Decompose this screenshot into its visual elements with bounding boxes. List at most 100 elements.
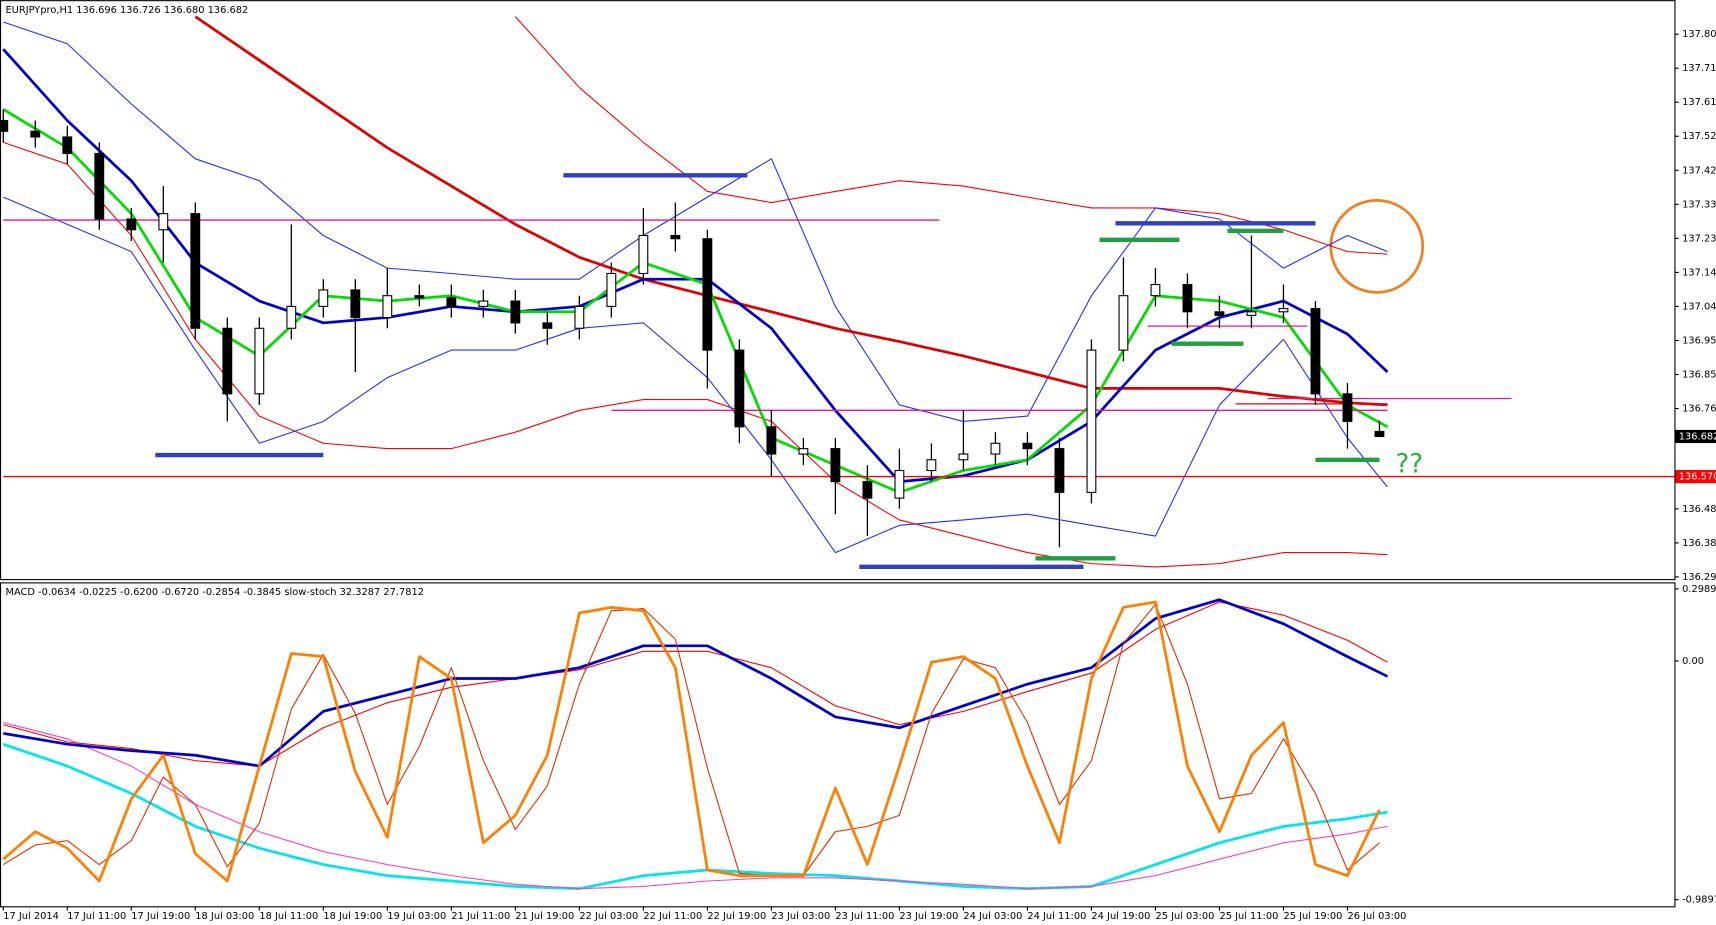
price-label: 136.570 (1679, 472, 1716, 483)
x-tick-label: 24 Jul 11:00 (1027, 911, 1086, 922)
x-tick-label: 25 Jul 11:00 (1219, 911, 1278, 922)
y-tick-label: 136.950 (1682, 335, 1716, 346)
x-tick-label: 17 Jul 11:00 (67, 911, 126, 922)
candle-body (798, 448, 809, 455)
x-tick-label: 19 Jul 03:00 (387, 911, 446, 922)
candle-body (1054, 448, 1065, 493)
x-tick-label: 25 Jul 03:00 (1155, 911, 1214, 922)
candle-body (1086, 349, 1097, 493)
candle-body (286, 305, 297, 329)
candle-body (990, 442, 1001, 455)
candle-body (926, 459, 937, 472)
x-tick-label: 25 Jul 19:00 (1283, 911, 1342, 922)
x-tick-label: 18 Jul 19:00 (323, 911, 382, 922)
price-legend: EURJPYpro,H1 136.696 136.726 136.680 136… (5, 5, 248, 16)
indicator-line (3, 141, 1388, 568)
candle-body (414, 295, 425, 299)
candle-body (0, 119, 9, 132)
indicator-line (3, 601, 1388, 767)
x-tick-label: 18 Jul 03:00 (195, 911, 254, 922)
y-tick-label: 0.2989 (1682, 584, 1716, 595)
y-tick-label: 136.385 (1682, 538, 1716, 549)
indicator-line (194, 15, 1388, 407)
y-tick-label: 0.00 (1682, 656, 1704, 667)
candle-body (638, 234, 649, 275)
indicator-line (3, 21, 1388, 423)
candle-body (830, 448, 841, 483)
x-tick-label: 17 Jul 19:00 (131, 911, 190, 922)
candle-body (1278, 308, 1289, 313)
x-tick-label: 18 Jul 11:00 (259, 911, 318, 922)
candle-body (1214, 311, 1225, 316)
candle-body (318, 289, 329, 307)
x-tick-label: 23 Jul 11:00 (835, 911, 894, 922)
candle-body (1150, 284, 1161, 297)
x-tick-label: 21 Jul 11:00 (451, 911, 510, 922)
y-tick-label: 136.855 (1682, 369, 1716, 380)
y-tick-label: 136.290 (1682, 572, 1716, 583)
y-tick-label: 137.805 (1682, 29, 1716, 40)
candle-body (382, 295, 393, 319)
annotation: ?? (1395, 450, 1423, 480)
y-tick-label: 137.045 (1682, 301, 1716, 312)
candle-body (350, 289, 361, 319)
x-tick-label: 22 Jul 11:00 (643, 911, 702, 922)
candle-body (510, 300, 521, 324)
price-label: 136.682 (1679, 431, 1716, 442)
y-tick-label: 137.330 (1682, 199, 1716, 210)
x-tick-label: 23 Jul 03:00 (771, 911, 830, 922)
candle-body (734, 349, 745, 428)
y-tick-label: 137.235 (1682, 233, 1716, 244)
candle-body (190, 213, 201, 329)
indicator-line (3, 721, 1388, 890)
x-tick-label: 23 Jul 19:00 (899, 911, 958, 922)
candle-body (30, 130, 41, 138)
x-tick-label: 26 Jul 03:00 (1347, 911, 1406, 922)
y-tick-label: 137.520 (1682, 131, 1716, 142)
candle-body (542, 322, 553, 329)
y-tick-label: -0.9897 (1682, 895, 1716, 906)
candle-body (478, 300, 489, 307)
y-tick-label: 137.710 (1682, 63, 1716, 74)
candle-body (446, 297, 457, 307)
x-tick-label: 21 Jul 19:00 (515, 911, 574, 922)
candle-body (606, 272, 617, 307)
candle-body (1118, 295, 1129, 351)
x-tick-label: 24 Jul 03:00 (963, 911, 1022, 922)
candle-body (126, 218, 137, 231)
candle-body (1310, 308, 1321, 395)
y-tick-label: 137.425 (1682, 165, 1716, 176)
macd-legend: MACD -0.0634 -0.0225 -0.6200 -0.6720 -0.… (5, 587, 424, 598)
candle-body (1374, 430, 1385, 438)
indicator-line (3, 598, 1389, 768)
candle-body (94, 152, 105, 220)
y-tick-label: 136.760 (1682, 404, 1716, 415)
candle-body (894, 469, 905, 499)
candle-body (62, 136, 73, 154)
candle-body (254, 327, 265, 395)
candle-body (158, 213, 169, 231)
x-tick-label: 22 Jul 19:00 (707, 911, 766, 922)
indicator-line (2, 600, 1381, 883)
y-tick-label: 137.615 (1682, 97, 1716, 108)
price-label-box (1675, 470, 1716, 484)
candle-body (766, 426, 777, 455)
macd-pane-frame (0, 582, 1676, 908)
candle-body (702, 238, 713, 351)
x-tick-label: 22 Jul 03:00 (579, 911, 638, 922)
x-tick-label: 24 Jul 19:00 (1091, 911, 1150, 922)
x-tick-label: 17 Jul 2014 (3, 911, 59, 922)
price-pane-frame (0, 0, 1676, 581)
y-tick-label: 136.480 (1682, 504, 1716, 515)
candle-body (1022, 442, 1033, 450)
candle-body (574, 305, 585, 329)
candle-body (670, 234, 681, 240)
candle-body (862, 481, 873, 499)
candle-body (222, 327, 233, 395)
y-tick-label: 137.140 (1682, 267, 1716, 278)
price-label-box (1675, 429, 1716, 444)
candle-body (1342, 393, 1353, 422)
